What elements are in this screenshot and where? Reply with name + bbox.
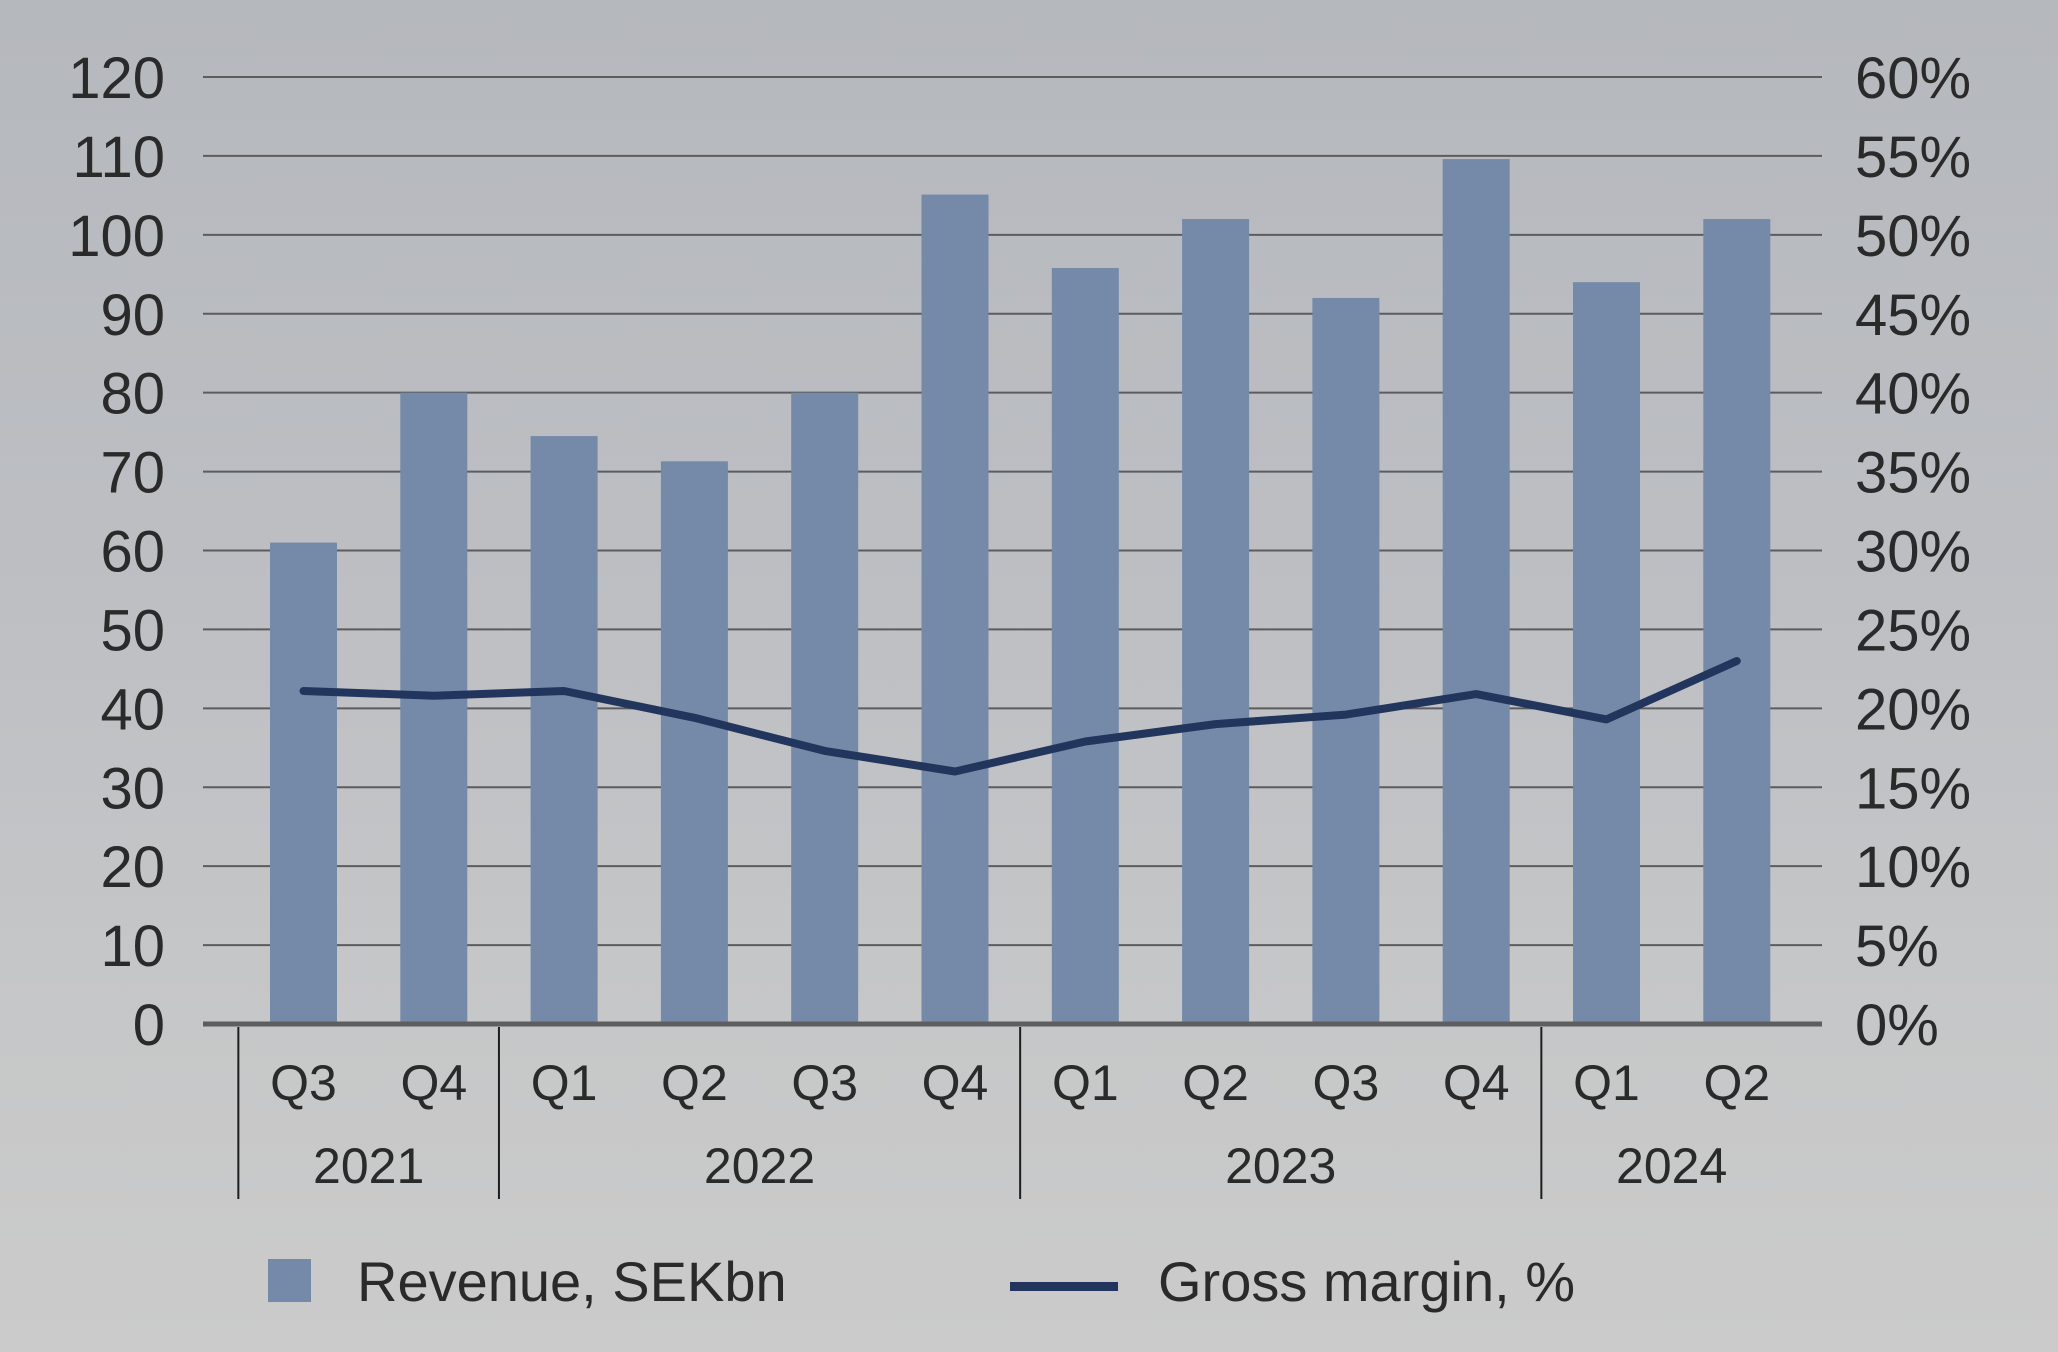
revenue-bar — [400, 392, 468, 1025]
year-labels: 2021 2022 2023 2024 — [237, 1027, 1727, 1199]
right-tick-label: 60% — [1855, 46, 1971, 111]
left-tick-label: 100 — [68, 204, 165, 269]
revenue-bars — [270, 159, 1771, 1025]
left-tick-label: 0 — [133, 993, 165, 1058]
year-label: 2022 — [704, 1138, 815, 1194]
left-tick-label: 70 — [100, 441, 165, 506]
left-tick-label: 80 — [100, 362, 165, 427]
right-tick-label: 35% — [1855, 441, 1971, 506]
quarter-label: Q1 — [1052, 1055, 1119, 1111]
revenue-bar — [530, 436, 598, 1025]
quarter-label: Q3 — [270, 1055, 337, 1111]
quarter-labels: Q3 Q4 Q1 Q2 Q3 Q4 Q1 Q2 Q3 Q4 Q1 Q2 — [270, 1055, 1770, 1111]
left-tick-label: 120 — [68, 46, 165, 111]
left-tick-label: 20 — [100, 835, 165, 900]
right-tick-label: 20% — [1855, 677, 1971, 742]
legend-margin-label: Gross margin, % — [1158, 1250, 1575, 1313]
revenue-bar — [1573, 282, 1640, 1024]
legend-revenue-label: Revenue, SEKbn — [357, 1250, 787, 1313]
revenue-bar — [270, 542, 337, 1024]
revenue-bar — [660, 461, 728, 1024]
left-tick-label: 60 — [100, 520, 165, 585]
quarter-label: Q4 — [1443, 1055, 1510, 1111]
quarter-label: Q3 — [1313, 1055, 1380, 1111]
quarter-label: Q3 — [791, 1055, 858, 1111]
left-tick-label: 40 — [100, 677, 165, 742]
year-label: 2021 — [313, 1138, 424, 1194]
quarter-label: Q2 — [661, 1055, 728, 1111]
left-axis-ticks: 0 10 20 30 40 50 60 70 80 90 100 110 120 — [68, 46, 165, 1058]
right-tick-label: 40% — [1855, 362, 1971, 427]
gridlines — [203, 76, 1822, 947]
right-tick-label: 45% — [1855, 283, 1971, 348]
right-tick-label: 15% — [1855, 756, 1971, 821]
right-tick-label: 5% — [1855, 914, 1939, 979]
right-tick-label: 10% — [1855, 835, 1971, 900]
revenue-bar — [791, 392, 859, 1025]
quarter-label: Q2 — [1703, 1055, 1770, 1111]
revenue-bar — [921, 194, 989, 1025]
quarter-label: Q4 — [400, 1055, 467, 1111]
right-tick-label: 50% — [1855, 204, 1971, 269]
left-tick-label: 50 — [100, 598, 165, 663]
legend: Revenue, SEKbn Gross margin, % — [268, 1250, 1575, 1313]
revenue-bar — [1312, 297, 1380, 1024]
gross-margin-polyline — [299, 657, 1741, 776]
right-tick-label: 30% — [1855, 520, 1971, 585]
quarter-label: Q4 — [922, 1055, 989, 1111]
gross-margin-line — [299, 657, 1741, 776]
legend-revenue-swatch — [268, 1259, 311, 1302]
right-tick-label: 25% — [1855, 598, 1971, 663]
left-tick-label: 90 — [100, 283, 165, 348]
right-axis-ticks: 0% 5% 10% 15% 20% 25% 30% 35% 40% 45% 50% 55% 60% — [1855, 46, 1971, 1058]
left-tick-label: 110 — [73, 125, 165, 190]
revenue-bar — [1051, 267, 1119, 1024]
right-tick-label: 0% — [1855, 993, 1939, 1058]
revenue-bar — [1182, 219, 1250, 1025]
year-label: 2024 — [1616, 1138, 1727, 1194]
left-tick-label: 30 — [100, 756, 165, 821]
year-label: 2023 — [1225, 1138, 1336, 1194]
quarter-label: Q1 — [1573, 1055, 1640, 1111]
quarter-label: Q2 — [1182, 1055, 1249, 1111]
left-tick-label: 10 — [100, 914, 165, 979]
revenue-bar — [1703, 219, 1771, 1025]
revenue-bar — [1442, 159, 1510, 1024]
quarter-label: Q1 — [531, 1055, 598, 1111]
legend-margin-swatch — [1010, 1282, 1118, 1291]
right-tick-label: 55% — [1855, 125, 1971, 190]
